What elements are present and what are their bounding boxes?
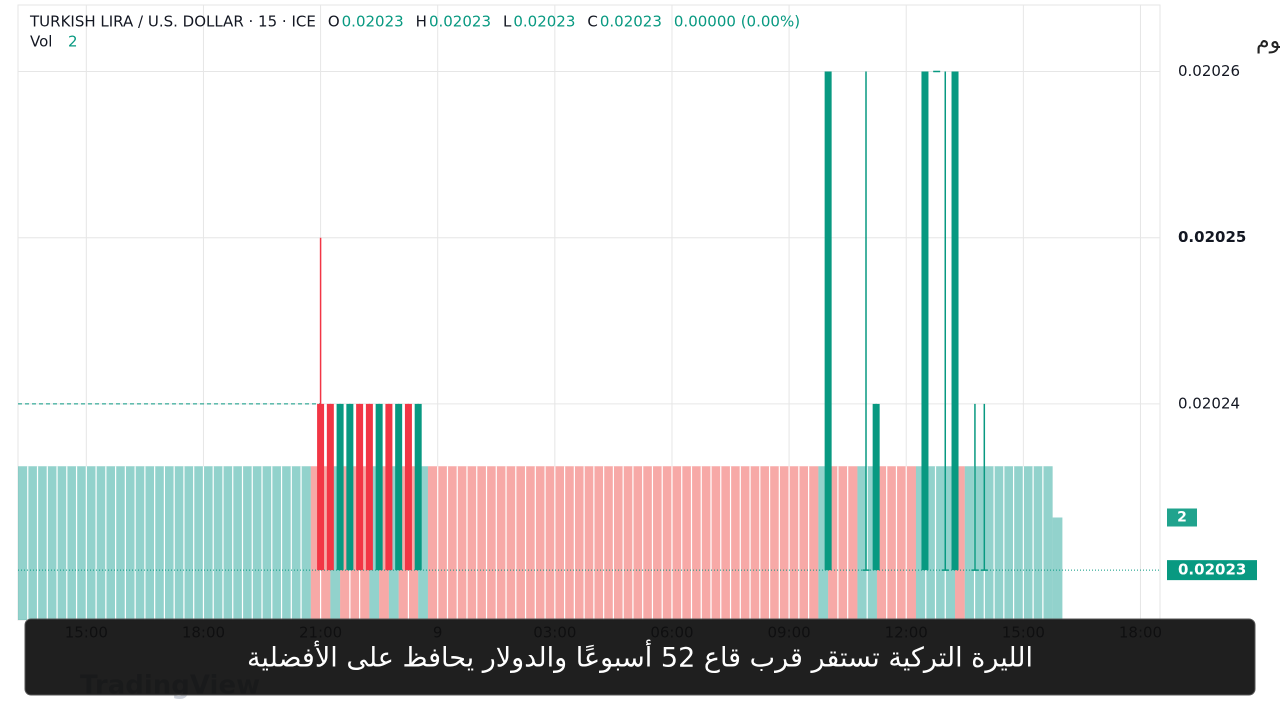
caption: الليرة التركية تستقر قرب قاع 52 أسبوعًا … xyxy=(247,639,1033,674)
header-text: TURKISH LIRA / U.S. DOLLAR · 15 · ICE xyxy=(29,13,316,31)
candle-body xyxy=(317,403,325,571)
candle-body xyxy=(326,403,334,571)
volume-bar xyxy=(418,466,428,620)
volume-bar xyxy=(369,466,380,620)
volume-bar xyxy=(388,466,399,620)
y-tick-label: 0.02025 xyxy=(1178,228,1246,246)
volume-badge-label: 2 xyxy=(1177,510,1187,526)
candle-body xyxy=(356,403,364,571)
price-badge-label: 0.02023 xyxy=(1178,561,1246,579)
price-badge xyxy=(1167,560,1257,581)
volume-label: Vol xyxy=(30,33,52,51)
candle-body xyxy=(385,403,393,571)
brand: أحداث اليوم xyxy=(1256,26,1280,54)
candle-body xyxy=(414,403,422,571)
y-tick-label: 0.02024 xyxy=(1178,394,1240,412)
candle-body xyxy=(872,403,880,571)
header-text: C xyxy=(587,13,597,31)
candle-body xyxy=(824,71,832,571)
header-text: 0.02023 xyxy=(513,13,575,31)
volume-bar xyxy=(330,466,341,620)
volume-bar xyxy=(964,466,1053,620)
candle-body xyxy=(336,403,344,571)
candle-body xyxy=(365,403,373,571)
header-text: L xyxy=(503,13,512,31)
volume-badge xyxy=(1167,508,1197,527)
candle-body xyxy=(346,403,354,571)
candle-body xyxy=(921,71,929,571)
header-text: O xyxy=(328,13,340,31)
volume-bar xyxy=(340,466,370,620)
volume-bar xyxy=(1052,517,1063,620)
header-text: H xyxy=(416,13,427,31)
header-text: 0.02023 xyxy=(600,13,662,31)
candle-body xyxy=(404,403,412,571)
volume-bar xyxy=(379,466,389,620)
candle-body xyxy=(375,403,383,571)
header-text: 0.02023 xyxy=(342,13,404,31)
volume-bar xyxy=(955,466,965,620)
volume-bar xyxy=(818,466,829,620)
volume-bar xyxy=(828,466,858,620)
volume-value: 2 xyxy=(68,33,78,51)
caption-banner xyxy=(24,618,1256,696)
header-text: 0.02023 xyxy=(429,13,491,31)
header-text: 0.00000 (0.00%) xyxy=(674,13,800,31)
candle-body xyxy=(395,403,403,571)
y-tick-label: 0.02026 xyxy=(1178,62,1240,80)
candle-body xyxy=(951,71,959,571)
